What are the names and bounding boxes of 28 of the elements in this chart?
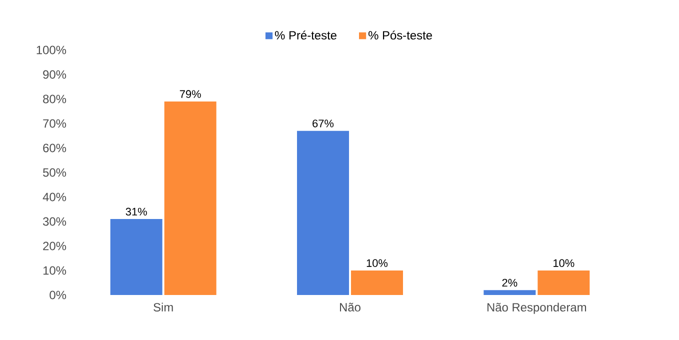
y-tick-label: 100% xyxy=(36,46,66,54)
legend-label: % Pós-teste xyxy=(368,30,432,40)
bar xyxy=(164,101,216,295)
x-tick-label: Não Responderam xyxy=(487,302,586,314)
y-tick-label: 0% xyxy=(50,290,66,300)
data-label: 79% xyxy=(180,90,201,98)
data-label: 67% xyxy=(312,120,334,128)
bar xyxy=(484,290,536,295)
y-tick-label: 10% xyxy=(43,266,66,275)
y-tick-label: 60% xyxy=(43,144,66,152)
data-label: 31% xyxy=(126,208,147,216)
data-label: 10% xyxy=(554,259,574,267)
y-tick-label: 50% xyxy=(43,168,66,177)
data-label: 10% xyxy=(366,259,388,267)
y-tick-label: 20% xyxy=(43,242,66,250)
x-tick-label: Sim xyxy=(154,302,173,312)
data-label: 2% xyxy=(502,278,518,287)
y-tick-label: 80% xyxy=(43,94,66,104)
bar xyxy=(538,270,590,295)
legend-label: % Pré-teste xyxy=(274,30,336,40)
y-tick-label: 40% xyxy=(42,192,66,202)
bar xyxy=(351,270,403,295)
y-tick-label: 70% xyxy=(43,119,66,128)
x-tick-label: Não xyxy=(340,302,360,312)
y-tick-label: 90% xyxy=(43,70,66,79)
bar xyxy=(110,219,162,295)
bar xyxy=(297,130,350,295)
y-tick-label: 30% xyxy=(43,217,66,226)
